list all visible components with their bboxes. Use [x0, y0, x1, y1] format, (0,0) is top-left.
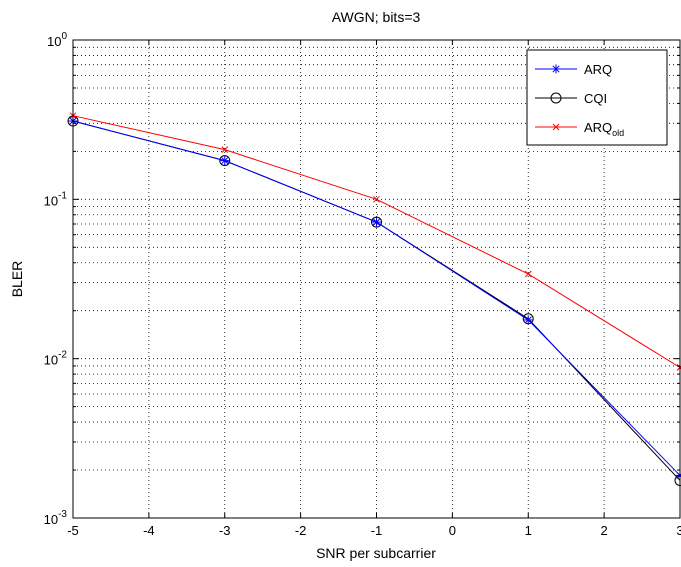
data-point	[221, 146, 229, 154]
legend-label: CQI	[584, 91, 607, 106]
data-point	[371, 216, 382, 228]
data-point	[524, 316, 532, 324]
x-tick-label: -5	[67, 523, 79, 538]
x-tick-label: -2	[295, 523, 307, 538]
y-tick-label: 10-1	[44, 190, 68, 208]
circle-marker	[219, 155, 231, 167]
legend: ARQ CQI ARQold	[526, 49, 668, 146]
data-point	[552, 65, 560, 73]
chart-title: AWGN; bits=3	[332, 9, 421, 25]
x-tick-label: -3	[219, 523, 231, 538]
asterisk-marker	[523, 315, 533, 325]
x-axis-label: SNR per subcarrier	[316, 545, 436, 561]
ticks: -5 -4 -3 -2 -1 0 1 2 3 10-3 10-2 10-1 100	[44, 31, 681, 538]
x-tick-label: 1	[525, 523, 532, 538]
x-marker	[552, 123, 560, 131]
x-marker	[221, 146, 229, 154]
y-tick-label: 10-3	[44, 509, 68, 527]
asterisk-marker	[551, 64, 561, 74]
asterisk-marker	[372, 217, 381, 227]
data-point	[373, 195, 380, 203]
data-point	[221, 157, 229, 165]
legend-label: ARQ	[584, 62, 612, 77]
circle-marker	[550, 92, 562, 104]
x-marker	[524, 270, 532, 278]
x-tick-label: -4	[143, 523, 155, 538]
x-tick-label: 3	[676, 523, 681, 538]
data-point	[524, 270, 532, 278]
x-tick-label: -1	[371, 523, 383, 538]
y-axis-label: BLER	[9, 261, 25, 298]
data-point	[372, 218, 381, 226]
legend-label: ARQold	[584, 120, 624, 138]
legend-item: CQI	[535, 91, 607, 106]
data-point	[552, 123, 560, 131]
legend-item: ARQold	[535, 120, 624, 138]
x-tick-label: 0	[449, 523, 456, 538]
data-point	[550, 92, 562, 104]
y-tick-label: 100	[47, 31, 67, 49]
asterisk-marker	[220, 156, 230, 166]
circle-marker	[371, 216, 382, 228]
x-marker	[373, 195, 380, 203]
series-arq	[68, 116, 681, 480]
x-tick-label: 2	[601, 523, 608, 538]
legend-item: ARQ	[535, 62, 612, 77]
y-tick-label: 10-2	[44, 350, 68, 368]
data-point	[219, 155, 231, 167]
